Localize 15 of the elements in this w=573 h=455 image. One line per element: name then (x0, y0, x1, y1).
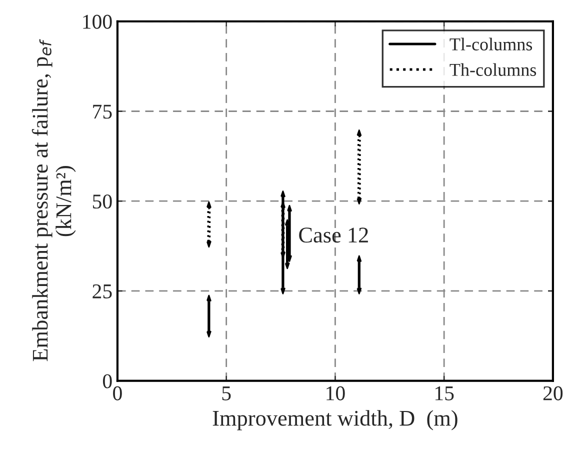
y-tick-label: 75 (93, 104, 112, 119)
x-tick-label: 5 (222, 386, 231, 400)
x-tick-label: 20 (543, 386, 563, 400)
y-tick-label: 0 (102, 374, 112, 388)
y-tick-label: 100 (83, 14, 112, 29)
annotation: Case 12 (299, 228, 368, 243)
text: Embankment pressure at failure, p$_{ef}$ (kN/m²) (32, 39, 76, 362)
legend-label: Tl-columns (450, 38, 532, 50)
x-axis-title: Improvement width, D (m) (212, 410, 458, 430)
legend-label: Th-columns (450, 63, 536, 76)
y-tick-label: 25 (92, 284, 112, 298)
x-tick-label: 15 (435, 386, 454, 400)
x-tick-label: 10 (326, 386, 345, 400)
x-tick-label: 0 (113, 386, 122, 400)
y-tick-label: 50 (92, 194, 112, 209)
